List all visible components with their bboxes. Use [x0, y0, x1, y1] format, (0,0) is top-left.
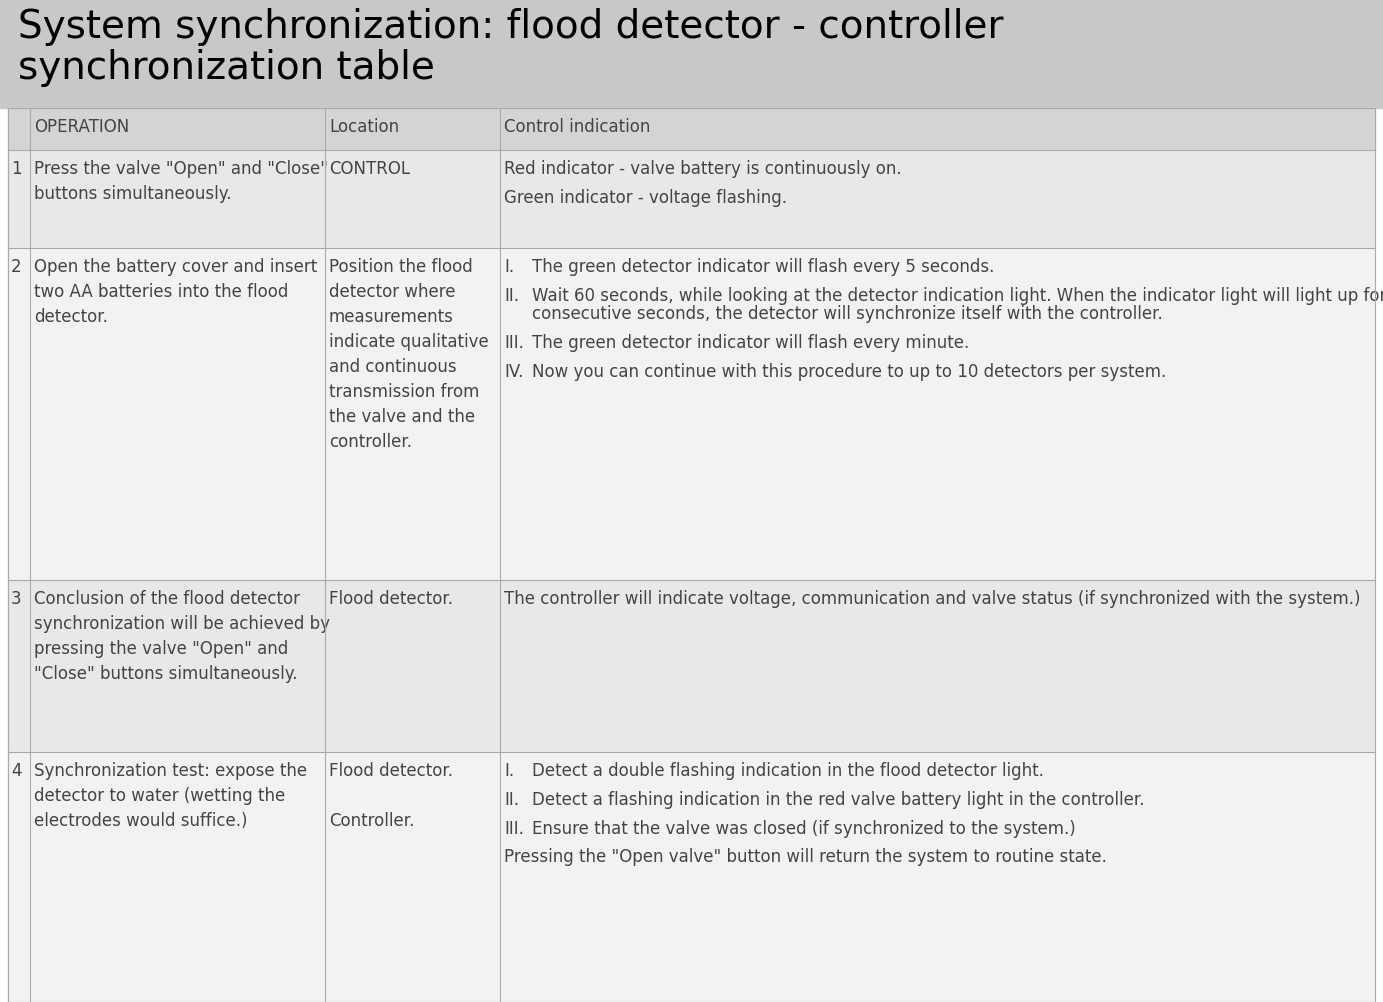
Text: Red indicator - valve battery is continuously on.: Red indicator - valve battery is continu…	[503, 160, 902, 178]
Text: Pressing the "Open valve" button will return the system to routine state.: Pressing the "Open valve" button will re…	[503, 849, 1106, 867]
Text: consecutive seconds, the detector will synchronize itself with the controller.: consecutive seconds, the detector will s…	[532, 306, 1163, 324]
Text: Conclusion of the flood detector
synchronization will be achieved by
pressing th: Conclusion of the flood detector synchro…	[35, 590, 331, 683]
Text: I.: I.	[503, 762, 514, 780]
Text: Position the flood
detector where
measurements
indicate qualitative
and continuo: Position the flood detector where measur…	[329, 258, 488, 451]
Text: III.: III.	[503, 820, 524, 838]
Bar	[8, 580, 1375, 752]
Text: Detect a flashing indication in the red valve battery light in the controller.: Detect a flashing indication in the red …	[532, 791, 1145, 809]
Text: 1: 1	[11, 160, 22, 178]
Text: III.: III.	[503, 335, 524, 353]
Text: The controller will indicate voltage, communication and valve status (if synchro: The controller will indicate voltage, co…	[503, 590, 1361, 608]
Text: 4: 4	[11, 762, 22, 780]
Text: 3: 3	[11, 590, 22, 608]
Text: Open the battery cover and insert
two AA batteries into the flood
detector.: Open the battery cover and insert two AA…	[35, 258, 317, 326]
Text: The green detector indicator will flash every 5 seconds.: The green detector indicator will flash …	[532, 258, 994, 276]
Bar	[8, 150, 1375, 248]
Text: The green detector indicator will flash every minute.: The green detector indicator will flash …	[532, 335, 969, 353]
Text: Wait 60 seconds, while looking at the detector indication light. When the indica: Wait 60 seconds, while looking at the de…	[532, 287, 1383, 305]
Text: Green indicator - voltage flashing.: Green indicator - voltage flashing.	[503, 188, 787, 206]
Text: 2: 2	[11, 258, 22, 276]
Text: Press the valve "Open" and "Close"
buttons simultaneously.: Press the valve "Open" and "Close" butto…	[35, 160, 328, 203]
Text: Detect a double flashing indication in the flood detector light.: Detect a double flashing indication in t…	[532, 762, 1044, 780]
Text: Control indication: Control indication	[503, 118, 650, 136]
Text: synchronization table: synchronization table	[18, 49, 434, 86]
Text: Flood detector.: Flood detector.	[329, 590, 454, 608]
Text: Now you can continue with this procedure to up to 10 detectors per system.: Now you can continue with this procedure…	[532, 363, 1166, 381]
Bar	[8, 752, 1375, 1002]
Text: CONTROL: CONTROL	[329, 160, 411, 178]
Text: II.: II.	[503, 791, 519, 809]
Text: Location: Location	[329, 118, 400, 136]
Text: IV.: IV.	[503, 363, 523, 381]
Text: II.: II.	[503, 287, 519, 305]
Bar	[8, 108, 1375, 150]
Text: Ensure that the valve was closed (if synchronized to the system.): Ensure that the valve was closed (if syn…	[532, 820, 1076, 838]
Text: Flood detector.

Controller.: Flood detector. Controller.	[329, 762, 454, 830]
Text: Synchronization test: expose the
detector to water (wetting the
electrodes would: Synchronization test: expose the detecto…	[35, 762, 307, 830]
Text: OPERATION: OPERATION	[35, 118, 129, 136]
Bar	[0, 0, 1383, 108]
Text: I.: I.	[503, 258, 514, 276]
Bar	[8, 248, 1375, 580]
Text: System synchronization: flood detector - controller: System synchronization: flood detector -…	[18, 8, 1004, 46]
